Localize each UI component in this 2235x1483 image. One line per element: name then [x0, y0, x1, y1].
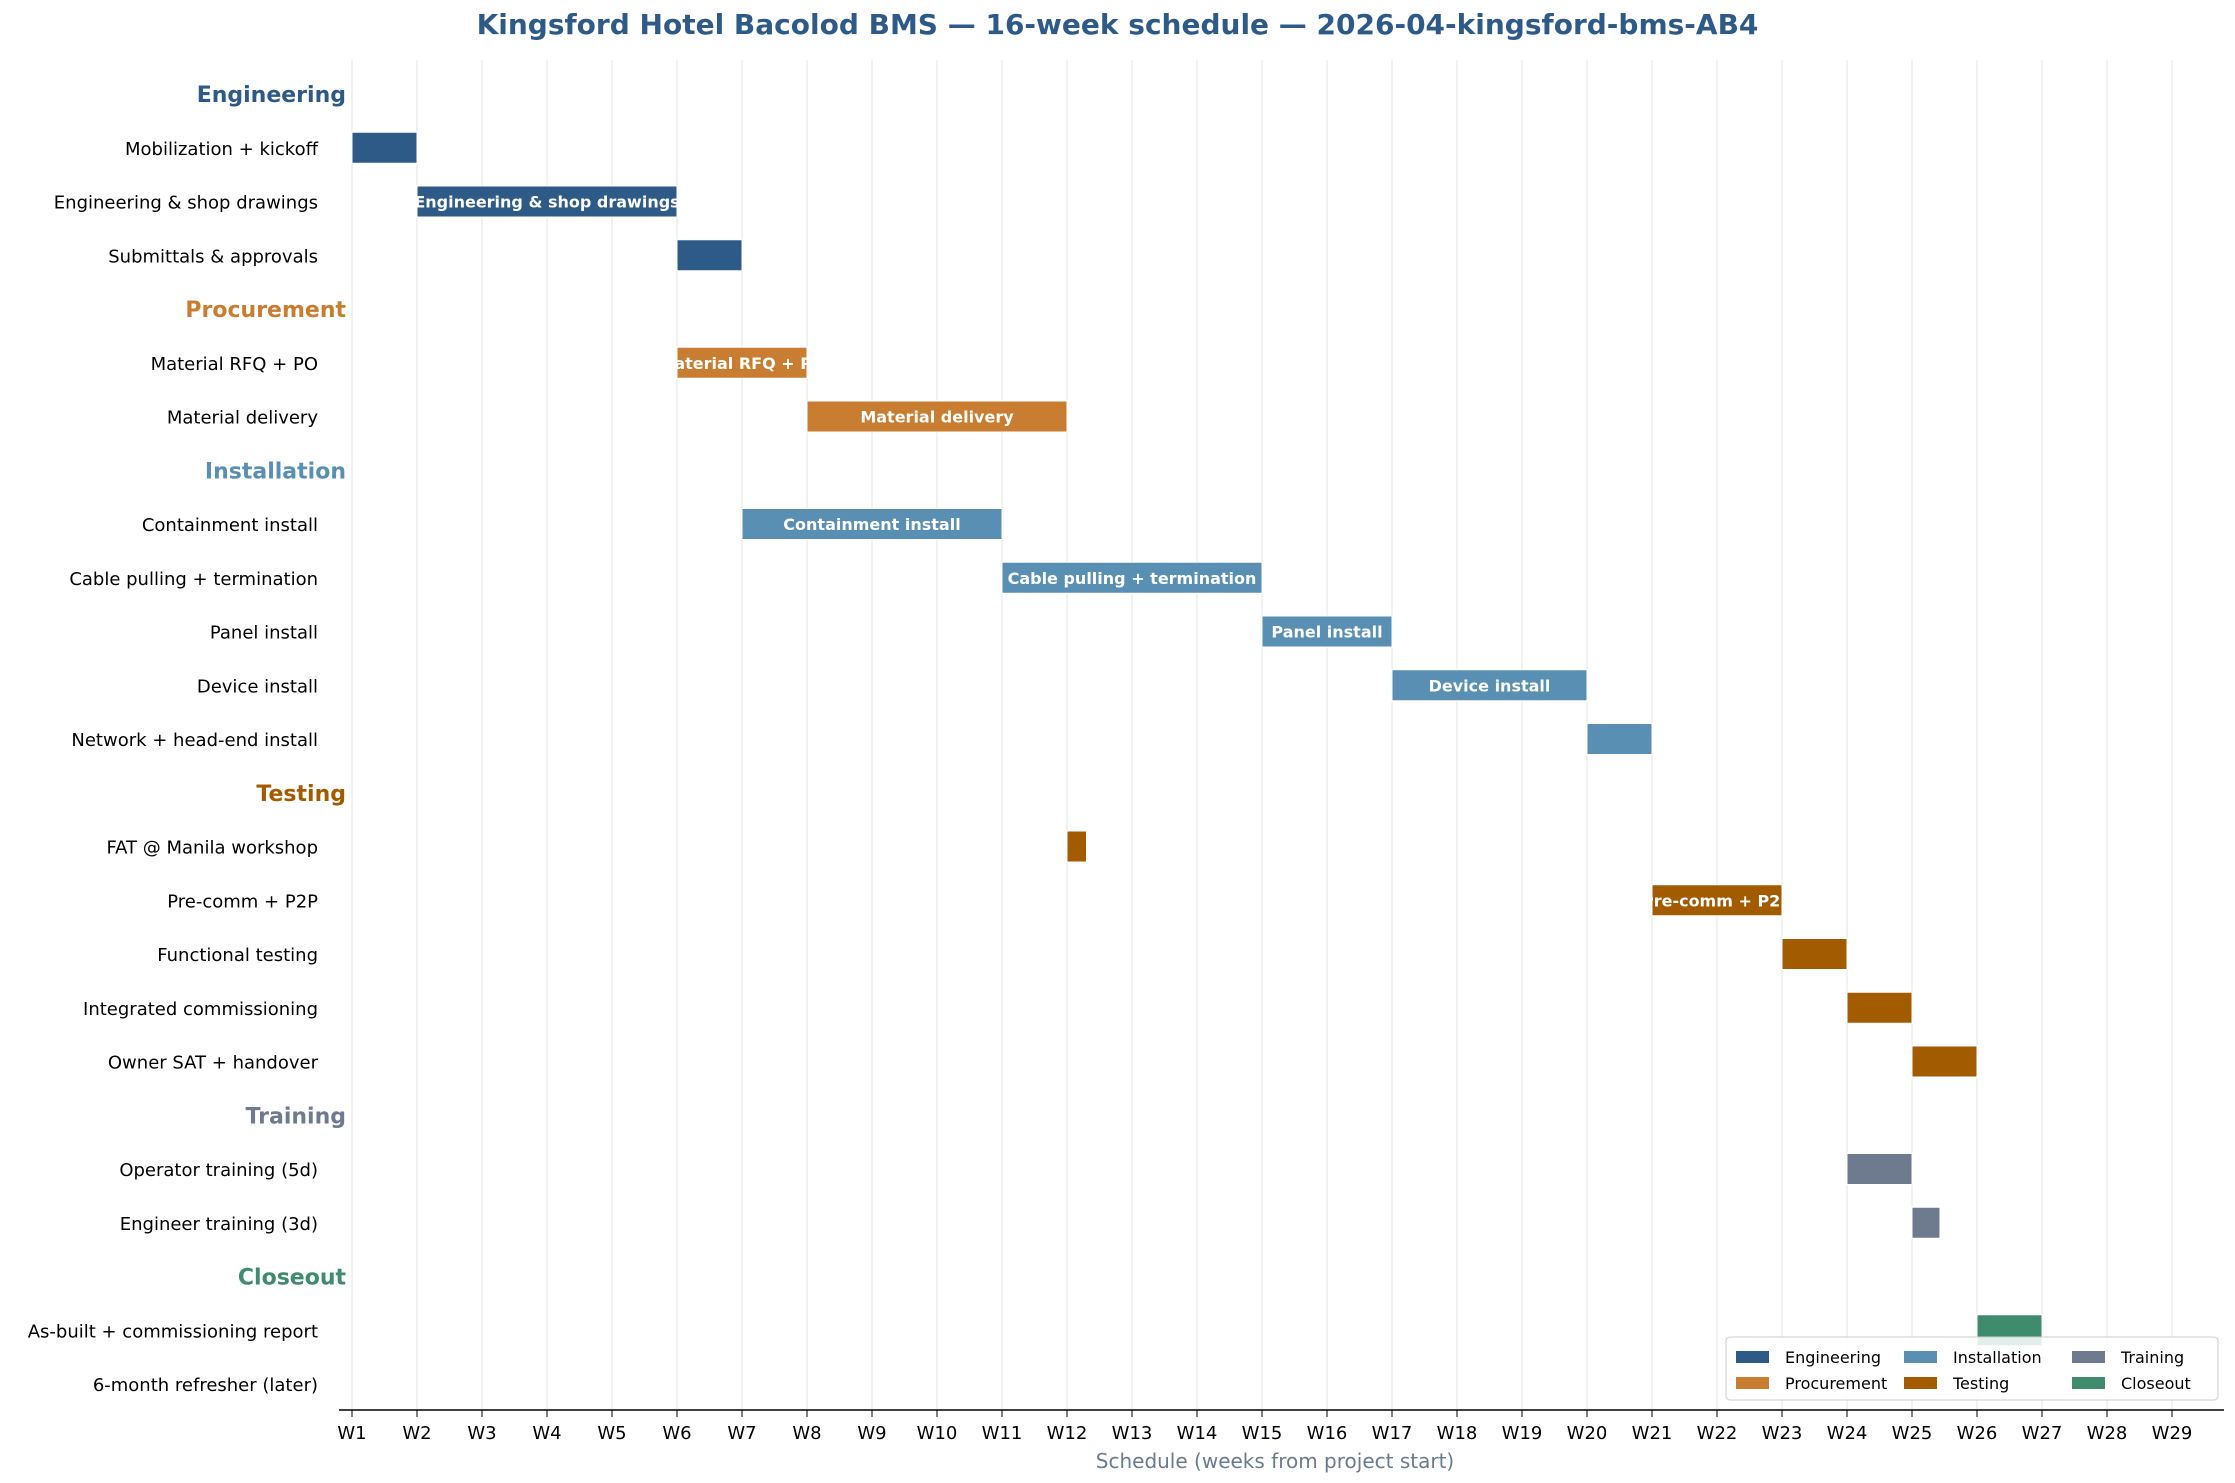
x-tick-label: W11: [982, 1423, 1023, 1444]
task-bar[interactable]: [1781, 938, 1848, 970]
x-tick-label: W3: [467, 1423, 496, 1444]
x-tick-label: W19: [1502, 1423, 1543, 1444]
task-bar[interactable]: [676, 346, 808, 379]
legend-swatch: [2072, 1377, 2105, 1389]
task-bar[interactable]: [1846, 1153, 1913, 1185]
legend-entry[interactable]: Closeout: [2121, 1374, 2191, 1393]
bar-label: Panel install: [1271, 623, 1382, 642]
task-label: Material RFQ + PO: [151, 354, 318, 375]
x-tick-label: W22: [1697, 1423, 1738, 1444]
x-tick-label: W8: [792, 1423, 821, 1444]
task-label: As-built + commissioning report: [28, 1321, 318, 1342]
legend-entry[interactable]: Training: [2120, 1348, 2184, 1367]
legend-entry[interactable]: Engineering: [1785, 1348, 1881, 1367]
task-bar[interactable]: [1066, 830, 1087, 863]
task-label: Submittals & approvals: [108, 246, 318, 267]
task-label: Engineering & shop drawings: [54, 193, 318, 214]
x-tick-label: W26: [1957, 1423, 1998, 1444]
x-tick-label: W28: [2087, 1423, 2128, 1444]
x-tick-label: W7: [727, 1423, 756, 1444]
task-bar[interactable]: [1001, 561, 1263, 594]
legend-swatch: [2072, 1351, 2105, 1363]
x-tick-label: W24: [1827, 1423, 1868, 1444]
category-label: Installation: [205, 459, 346, 484]
legend-swatch: [1904, 1377, 1937, 1389]
bar-label: Engineering & shop drawings: [414, 193, 679, 212]
task-label: Owner SAT + handover: [108, 1053, 319, 1074]
task-label: FAT @ Manila workshop: [106, 838, 318, 859]
task-bar[interactable]: [1651, 884, 1783, 917]
x-axis-title: Schedule (weeks from project start): [1096, 1449, 1454, 1473]
x-tick-label: W25: [1892, 1423, 1933, 1444]
x-tick-label: W10: [917, 1423, 958, 1444]
category-label: Training: [246, 1104, 346, 1129]
task-bar[interactable]: [1846, 991, 1913, 1024]
x-tick-label: W2: [402, 1423, 431, 1444]
task-bar[interactable]: [676, 239, 743, 272]
task-bar[interactable]: [351, 131, 418, 164]
x-tick-label: W14: [1177, 1423, 1218, 1444]
row-labels: Engineering Mobilization + kickoff Enginee…: [28, 83, 347, 1396]
x-tick-label: W16: [1307, 1423, 1348, 1444]
grid-lines: [351, 60, 2173, 1410]
task-bar[interactable]: [1391, 669, 1588, 702]
task-label: Panel install: [210, 623, 318, 644]
x-tick-label: W1: [337, 1423, 366, 1444]
bar-label: Device install: [1429, 676, 1551, 695]
legend-swatch: [1736, 1351, 1769, 1363]
x-axis: W1 W2 W3 W4 W5 W6 W7 W8 W9 W10 W11 W12 W13 W14 W15 W16 W…: [337, 1409, 2224, 1444]
task-bar[interactable]: [806, 400, 1068, 433]
task-label: Pre-comm + P2P: [167, 891, 318, 912]
task-label: 6-month refresher (later): [93, 1375, 318, 1396]
task-bar[interactable]: [1911, 1206, 1941, 1239]
category-label: Engineering: [197, 83, 346, 108]
task-bar[interactable]: [1586, 723, 1653, 755]
chart-title: Kingsford Hotel Bacolod BMS — 16-week sc…: [476, 8, 1759, 41]
bar-label: Pre-comm + P2P: [1642, 891, 1792, 910]
bar-label: Material delivery: [860, 408, 1014, 427]
legend-entry[interactable]: Installation: [1953, 1348, 2042, 1367]
x-tick-label: W18: [1437, 1423, 1478, 1444]
task-label: Integrated commissioning: [83, 999, 318, 1020]
x-tick-label: W21: [1632, 1423, 1673, 1444]
x-tick-label: W20: [1567, 1423, 1608, 1444]
task-bar[interactable]: [1261, 615, 1393, 648]
x-tick-label: W9: [857, 1423, 886, 1444]
x-tick-label: W6: [662, 1423, 691, 1444]
legend-swatch: [1904, 1351, 1937, 1363]
x-tick-label: W17: [1372, 1423, 1413, 1444]
task-label: Mobilization + kickoff: [125, 139, 319, 160]
x-tick-label: W13: [1112, 1423, 1153, 1444]
x-tick-label: W5: [597, 1423, 626, 1444]
task-label: Network + head-end install: [71, 730, 318, 751]
task-label: Operator training (5d): [119, 1160, 318, 1181]
category-label: Procurement: [185, 298, 346, 323]
category-label: Closeout: [238, 1266, 347, 1291]
bar-label: Containment install: [783, 515, 960, 534]
task-label: Containment install: [142, 515, 318, 536]
bar-label: Material RFQ + PO: [658, 354, 825, 373]
category-label: Testing: [256, 782, 346, 807]
legend-entry[interactable]: Procurement: [1785, 1374, 1887, 1393]
task-bar[interactable]: [741, 508, 1003, 540]
task-label: Device install: [197, 676, 318, 697]
legend-entry[interactable]: Testing: [1952, 1374, 2009, 1393]
task-bar[interactable]: [1911, 1045, 1978, 1078]
legend[interactable]: Engineering Procurement Installation Testin…: [1725, 1336, 2219, 1401]
task-label: Material delivery: [167, 408, 318, 429]
legend-swatch: [1736, 1377, 1769, 1389]
bar-label: Cable pulling + termination: [1008, 569, 1257, 588]
task-label: Cable pulling + termination: [69, 569, 318, 590]
x-tick-label: W23: [1762, 1423, 1803, 1444]
task-label: Engineer training (3d): [120, 1214, 318, 1235]
x-tick-label: W4: [532, 1423, 561, 1444]
task-label: Functional testing: [157, 945, 318, 966]
x-tick-label: W29: [2152, 1423, 2193, 1444]
x-tick-label: W12: [1047, 1423, 1088, 1444]
x-tick-label: W15: [1242, 1423, 1283, 1444]
task-bar[interactable]: [416, 185, 678, 218]
x-tick-label: W27: [2022, 1423, 2063, 1444]
